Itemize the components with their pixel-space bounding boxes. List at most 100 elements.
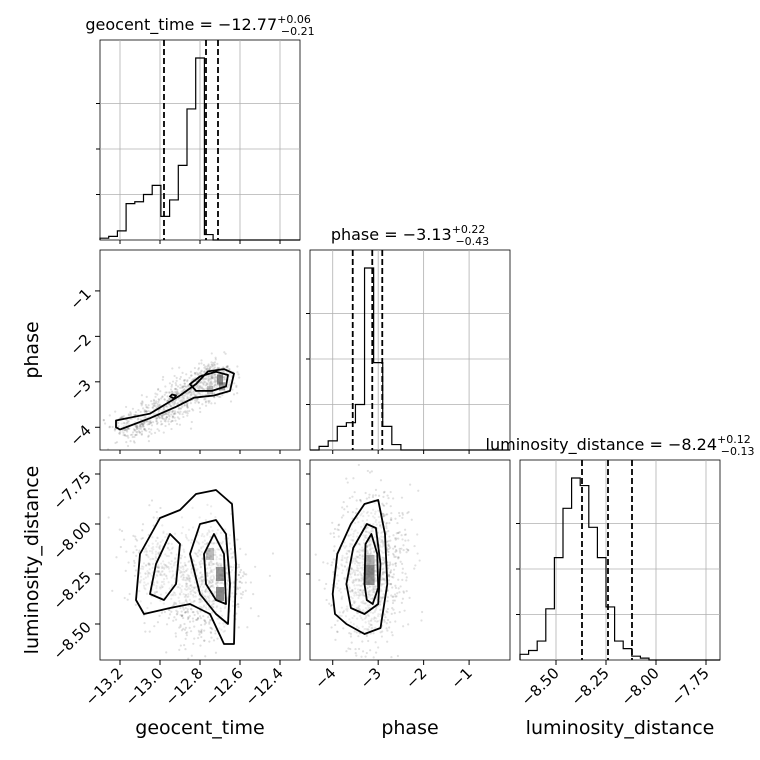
sample-point: [231, 555, 234, 559]
sample-point: [353, 601, 356, 604]
sample-point: [219, 582, 222, 585]
sample-point: [135, 554, 138, 557]
sample-point: [186, 568, 189, 571]
sample-point: [353, 562, 357, 565]
sample-point: [174, 557, 177, 561]
sample-point: [213, 542, 216, 545]
sample-point: [394, 584, 397, 587]
sample-point: [200, 630, 203, 633]
sample-point: [200, 575, 203, 578]
sample-point: [392, 547, 395, 550]
sample-point: [189, 584, 192, 587]
sample-point: [216, 563, 219, 566]
sample-point: [206, 365, 209, 368]
sample-point: [187, 391, 190, 394]
sample-point: [366, 526, 369, 529]
sample-point: [191, 378, 194, 381]
sample-point: [174, 618, 178, 621]
sample-point: [161, 524, 164, 527]
sample-point: [197, 392, 200, 395]
sample-point: [355, 507, 358, 510]
sample-point: [199, 553, 202, 556]
sample-point: [207, 597, 211, 600]
sample-point: [383, 571, 387, 574]
sample-point: [148, 563, 152, 566]
sample-point: [181, 385, 184, 388]
sample-point: [185, 634, 188, 637]
sample-point: [181, 400, 184, 403]
sample-point: [157, 570, 160, 573]
sample-point: [351, 590, 354, 593]
sample-point: [204, 655, 207, 658]
sample-point: [185, 599, 188, 602]
sample-point: [152, 404, 155, 407]
sample-point: [165, 391, 168, 394]
sample-point: [241, 590, 245, 594]
sample-point: [133, 561, 136, 564]
sample-point: [158, 416, 161, 419]
sample-point: [347, 647, 350, 650]
sample-point: [349, 542, 352, 546]
sample-point: [402, 548, 405, 552]
sample-point: [223, 549, 226, 553]
sample-point: [156, 417, 159, 420]
sample-point: [189, 402, 192, 405]
sample-point: [132, 534, 135, 537]
sample-point: [185, 569, 188, 572]
sample-point: [137, 430, 140, 433]
sample-point: [163, 573, 166, 576]
sample-point: [364, 536, 367, 539]
sample-point: [157, 551, 160, 554]
sample-point: [368, 532, 371, 535]
sample-point: [385, 525, 388, 528]
sample-point: [352, 570, 355, 573]
sample-point: [181, 390, 185, 393]
sample-point: [181, 385, 185, 389]
sample-point: [170, 576, 173, 579]
sample-point: [125, 422, 129, 425]
sample-point: [369, 649, 372, 652]
sample-point: [210, 581, 213, 585]
sample-point: [215, 556, 218, 559]
sample-point: [185, 576, 188, 579]
sample-point: [193, 371, 197, 375]
sample-point: [362, 576, 365, 579]
sample-point: [207, 387, 211, 390]
sample-point: [366, 586, 369, 589]
sample-point: [189, 592, 192, 596]
sample-point: [390, 594, 393, 597]
sample-point: [201, 573, 204, 576]
sample-point: [180, 516, 184, 519]
sample-point: [337, 524, 340, 527]
sample-point: [132, 559, 136, 562]
sample-point: [359, 499, 362, 502]
sample-point: [182, 398, 185, 401]
sample-point: [156, 580, 159, 583]
sample-point: [167, 403, 171, 406]
sample-point: [381, 540, 384, 543]
sample-point: [191, 617, 194, 620]
sample-point: [381, 545, 384, 548]
sample-point: [150, 432, 153, 435]
sample-point: [210, 555, 213, 558]
scatter-panel-luminosity_distance-vs-geocent_time: [99, 459, 301, 661]
sample-point: [208, 600, 211, 603]
sample-point: [156, 516, 159, 519]
sample-point: [374, 488, 378, 491]
sample-point: [182, 627, 185, 630]
title-geocent_time: geocent_time = −12.77+0.06 −0.21: [85, 13, 314, 38]
sample-point: [395, 537, 398, 540]
sample-point: [213, 553, 216, 556]
sample-point: [120, 529, 124, 533]
sample-point: [203, 380, 206, 384]
sample-point: [237, 373, 240, 376]
sample-point: [379, 524, 382, 527]
sample-point: [158, 547, 161, 550]
sample-point: [407, 539, 410, 542]
sample-point: [355, 607, 358, 610]
sample-point: [330, 626, 333, 629]
sample-point: [186, 395, 189, 398]
sample-point: [346, 510, 350, 514]
sample-point: [204, 518, 207, 522]
sample-point: [182, 415, 185, 419]
